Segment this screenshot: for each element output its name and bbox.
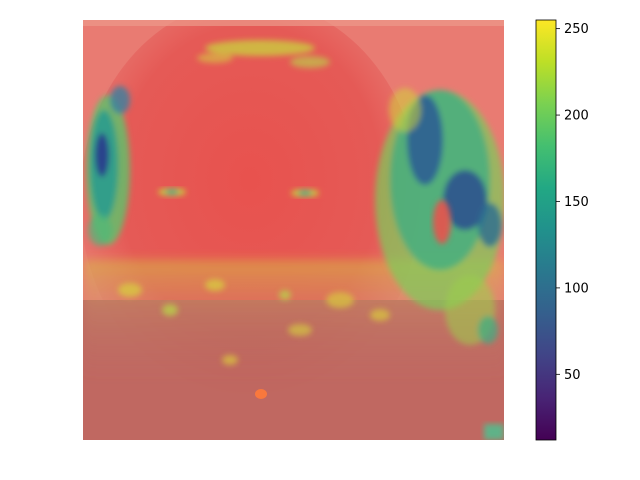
colorbar-ticks: 50 100 150 200 250 — [556, 22, 589, 383]
colorbar-tick-label: 50 — [564, 368, 581, 383]
colorbar-gradient — [535, 19, 557, 441]
colorbar-tick-label: 250 — [564, 22, 589, 37]
colorbar-tick-label: 150 — [564, 195, 589, 210]
colorbar: 50 100 150 200 250 — [535, 19, 589, 441]
heatmap-spot — [255, 389, 267, 399]
heatmap-ear-region — [433, 200, 451, 244]
heatmap-right-hair — [375, 88, 504, 345]
heatmap-left-hair — [86, 86, 130, 246]
heatmap-image — [83, 20, 504, 440]
heatmap-eyes — [158, 188, 319, 197]
colorbar-tick-label: 100 — [564, 281, 589, 296]
heatmap-corner-region — [484, 424, 504, 440]
heatmap-top-band — [83, 20, 504, 26]
heatmap-hairline — [197, 40, 330, 68]
colorbar-tick-label: 200 — [564, 109, 589, 124]
heatmap-beard-speckles — [118, 279, 390, 365]
